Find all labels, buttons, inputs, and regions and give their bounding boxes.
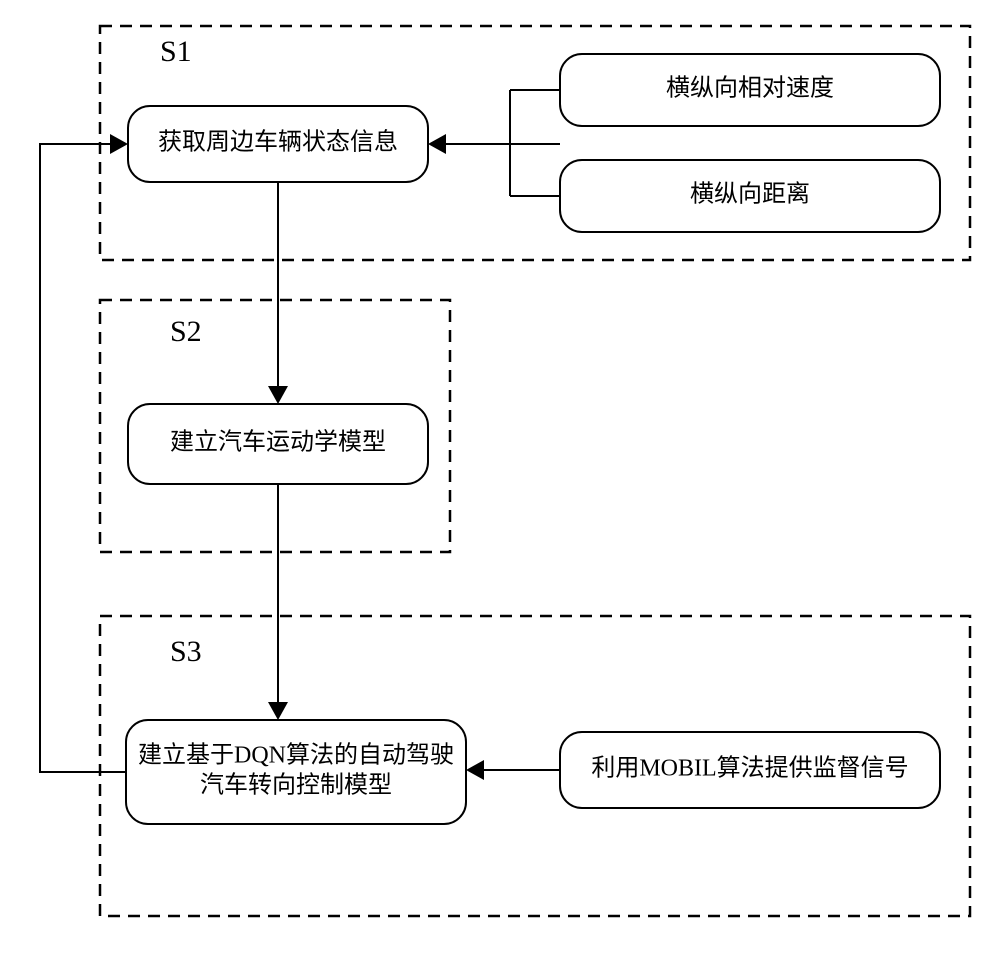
node-n2-line0: 横纵向相对速度 bbox=[666, 75, 834, 102]
label-s2: S2 bbox=[170, 315, 202, 348]
feedback-loop bbox=[40, 144, 126, 772]
node-n1-line0: 获取周边车辆状态信息 bbox=[158, 129, 398, 156]
node-n3-line0: 横纵向距离 bbox=[690, 181, 810, 208]
label-s3: S3 bbox=[170, 635, 202, 668]
node-n4: 建立汽车运动学模型 bbox=[128, 404, 428, 484]
node-n5: 建立基于DQN算法的自动驾驶汽车转向控制模型 bbox=[126, 720, 466, 824]
node-n1: 获取周边车辆状态信息 bbox=[128, 106, 428, 182]
node-n3: 横纵向距离 bbox=[560, 160, 940, 232]
node-n6: 利用MOBIL算法提供监督信号 bbox=[560, 732, 940, 808]
node-n6-line0: 利用MOBIL算法提供监督信号 bbox=[591, 755, 908, 782]
node-n5-line1: 汽车转向控制模型 bbox=[200, 772, 392, 799]
node-n4-line0: 建立汽车运动学模型 bbox=[170, 429, 386, 456]
label-s1: S1 bbox=[160, 35, 192, 68]
node-n5-line0: 建立基于DQN算法的自动驾驶 bbox=[138, 742, 454, 769]
node-n2: 横纵向相对速度 bbox=[560, 54, 940, 126]
